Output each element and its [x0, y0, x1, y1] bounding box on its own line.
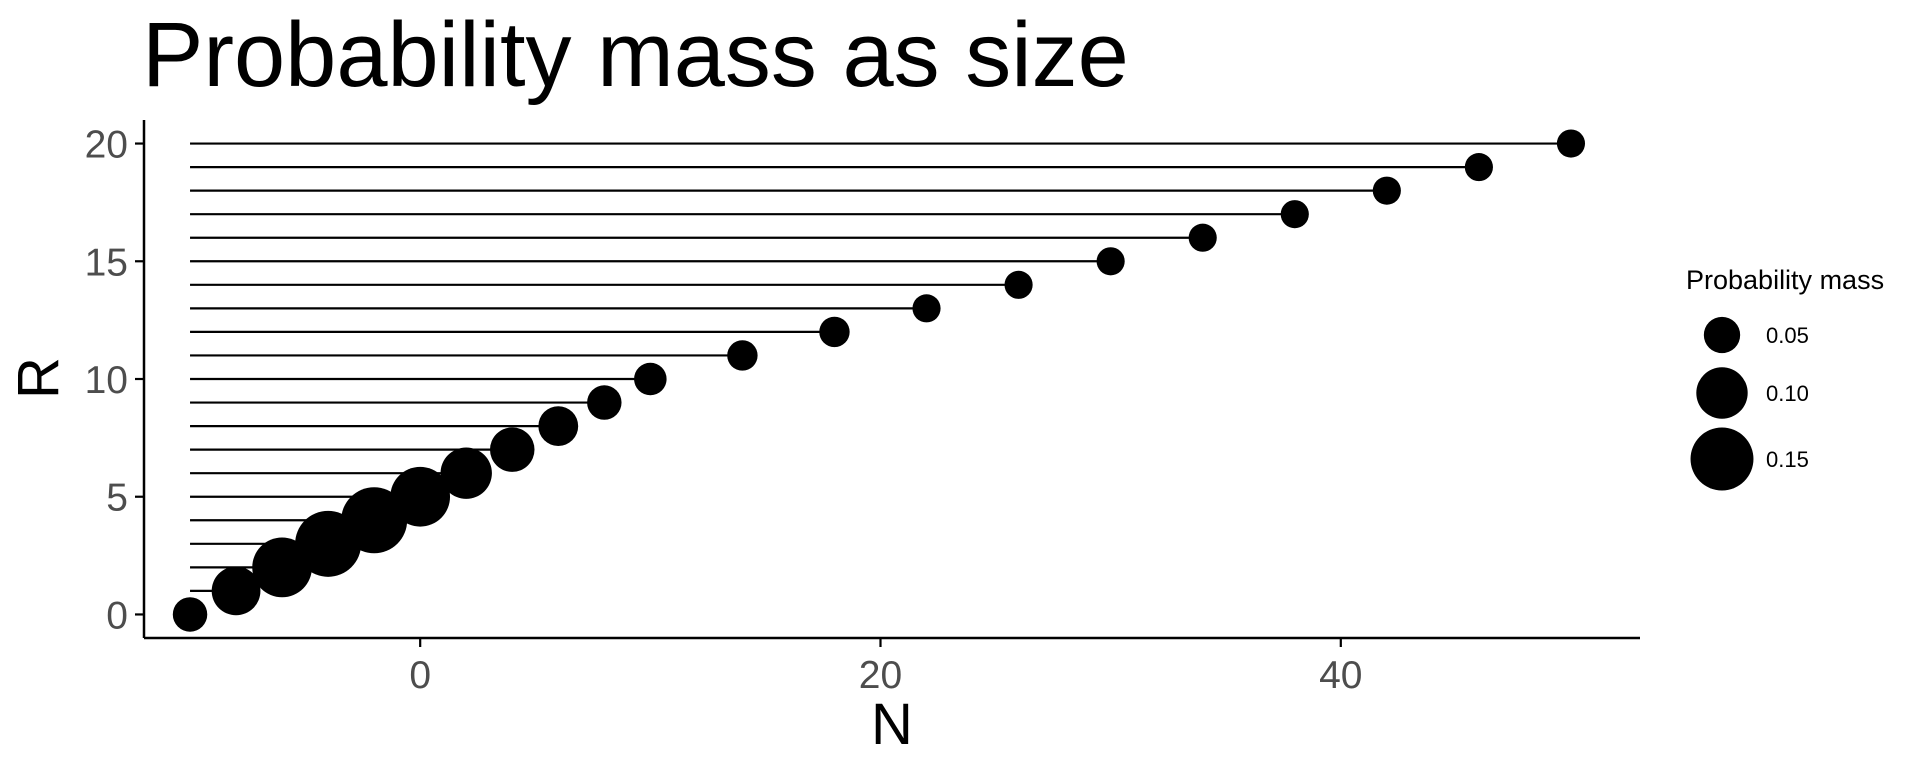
point-r-10 — [634, 362, 667, 396]
x-axis-title: N — [871, 692, 913, 757]
point-r-18 — [1372, 176, 1401, 205]
point-r-9 — [587, 385, 622, 420]
y-tick-label: 15 — [85, 241, 128, 284]
point-r-4 — [341, 487, 408, 554]
legend-key-0.15 — [1690, 427, 1754, 491]
point-r-1 — [211, 566, 261, 616]
point-r-0 — [172, 597, 208, 632]
legend-label-0.10: 0.10 — [1766, 381, 1809, 406]
point-r-16 — [1188, 223, 1217, 252]
chart-title: Probability mass as size — [142, 4, 1129, 106]
legend-label-0.15: 0.15 — [1766, 447, 1809, 472]
y-tick-label: 20 — [85, 124, 128, 167]
y-tick-label: 0 — [106, 594, 128, 637]
legend-entries: 0.05 0.10 0.15 — [1690, 316, 1809, 491]
point-r-20 — [1556, 129, 1586, 158]
segments-layer — [190, 142, 1571, 593]
legend-key-0.05 — [1703, 316, 1741, 354]
point-r-8 — [538, 406, 579, 446]
point-r-19 — [1464, 153, 1493, 182]
point-r-15 — [1096, 247, 1125, 276]
point-r-7 — [489, 427, 535, 472]
point-r-17 — [1280, 200, 1309, 229]
legend-label-0.05: 0.05 — [1766, 323, 1809, 348]
x-tick-label: 20 — [859, 654, 902, 697]
x-tick-label: 0 — [409, 654, 431, 697]
legend: Probability mass 0.05 0.10 0.15 — [1686, 265, 1884, 491]
y-tick-label: 10 — [85, 359, 128, 402]
y-axis-ticks: 0 5 10 15 20 — [85, 124, 144, 637]
point-r-6 — [440, 447, 492, 499]
point-r-13 — [912, 294, 941, 323]
point-r-5 — [390, 466, 451, 527]
points-layer — [172, 129, 1586, 632]
y-tick-label: 5 — [106, 477, 128, 520]
point-r-12 — [819, 316, 850, 348]
x-axis-ticks: 0 20 40 — [409, 638, 1362, 697]
point-r-11 — [727, 340, 758, 371]
legend-key-0.10 — [1696, 367, 1748, 419]
y-axis-title: R — [6, 357, 71, 399]
point-r-14 — [1004, 270, 1033, 299]
x-tick-label: 40 — [1319, 654, 1362, 697]
legend-title: Probability mass — [1686, 265, 1884, 295]
